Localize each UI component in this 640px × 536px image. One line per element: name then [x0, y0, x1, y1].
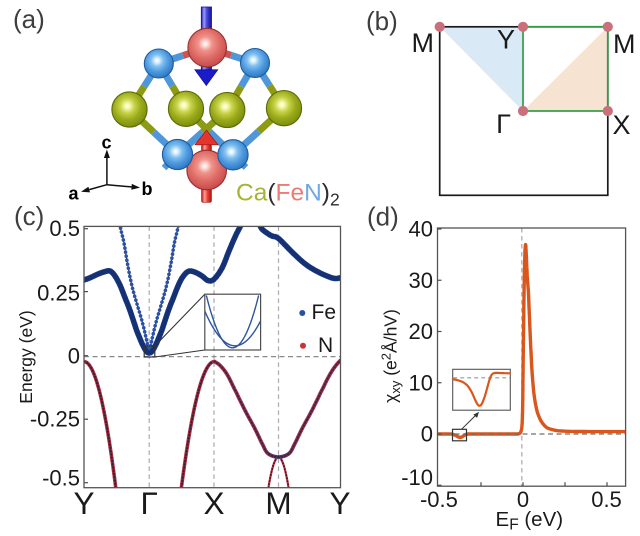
svg-text:b: b	[142, 179, 153, 199]
svg-text:c: c	[101, 133, 111, 153]
svg-text:X: X	[613, 110, 631, 140]
svg-text:30: 30	[409, 268, 433, 293]
svg-text:-10: -10	[401, 465, 433, 490]
svg-text:Y: Y	[329, 485, 350, 521]
svg-text:N: N	[318, 334, 333, 357]
svg-text:0: 0	[68, 343, 80, 368]
svg-text:0.25: 0.25	[37, 280, 80, 305]
svg-text:M: M	[265, 485, 291, 521]
svg-text:M: M	[613, 29, 636, 59]
svg-text:Y: Y	[73, 485, 94, 521]
svg-text:Γ: Γ	[141, 485, 158, 521]
svg-text:-0.5: -0.5	[42, 466, 80, 491]
svg-text:Ca(FeN)2: Ca(FeN)2	[236, 180, 340, 210]
svg-text:(c): (c)	[14, 201, 44, 231]
svg-text:(d): (d)	[367, 202, 399, 232]
svg-text:X: X	[203, 485, 224, 521]
svg-text:-0.5: -0.5	[420, 487, 458, 512]
svg-text:Energy (eV): Energy (eV)	[16, 310, 36, 403]
svg-text:EF (eV): EF (eV)	[496, 508, 564, 531]
svg-text:(a): (a)	[13, 4, 45, 34]
svg-text:a: a	[68, 184, 79, 204]
svg-text:Γ: Γ	[496, 109, 511, 139]
svg-text:M: M	[412, 28, 435, 58]
svg-text:(b): (b)	[366, 6, 398, 36]
svg-text:0.5: 0.5	[49, 216, 80, 241]
svg-text:0: 0	[517, 487, 529, 512]
svg-text:0.5: 0.5	[591, 487, 622, 512]
svg-text:Y: Y	[497, 25, 515, 55]
svg-text:40: 40	[409, 217, 433, 242]
svg-text:20: 20	[409, 319, 433, 344]
svg-text:10: 10	[409, 371, 433, 396]
svg-text:Fe: Fe	[312, 301, 337, 324]
svg-text:0: 0	[421, 422, 433, 447]
svg-text:-0.25: -0.25	[30, 407, 80, 432]
